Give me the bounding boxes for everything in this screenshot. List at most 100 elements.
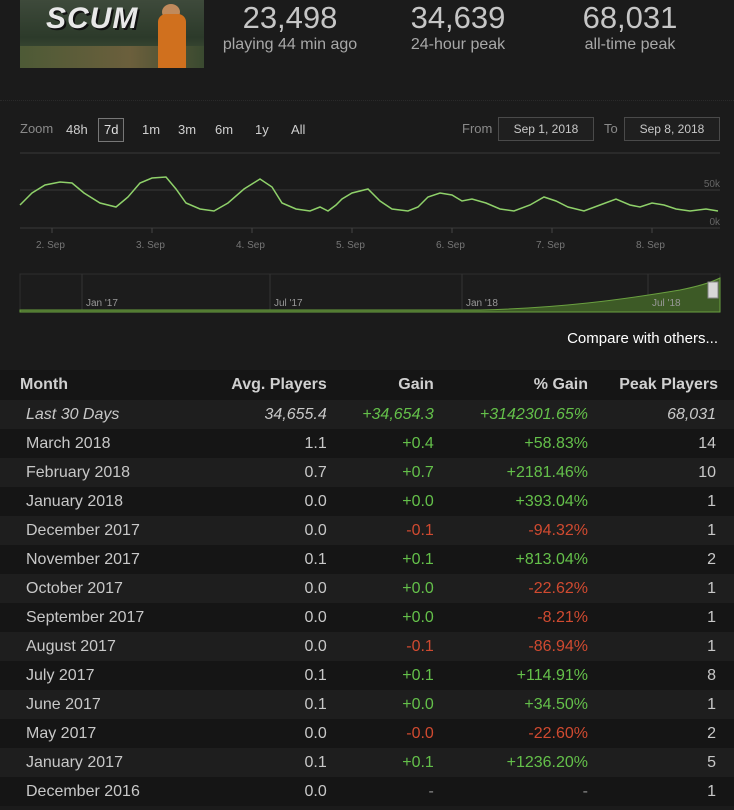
table-row: October 2017 0.0 +0.0 -22.62% 1 bbox=[0, 574, 734, 603]
table-row: January 2017 0.1 +0.1 +1236.20% 5 bbox=[0, 748, 734, 777]
month-cell: December 2017 bbox=[26, 521, 140, 539]
pct-gain-cell: -8.21% bbox=[537, 608, 588, 626]
gain-cell: -0.1 bbox=[406, 521, 434, 539]
table-row: June 2017 0.1 +0.0 +34.50% 1 bbox=[0, 690, 734, 719]
month-cell: January 2017 bbox=[26, 753, 123, 771]
x-tick-label: 7. Sep bbox=[536, 240, 565, 251]
navigator-tick: Jul '17 bbox=[274, 298, 303, 309]
peak-players-cell: 1 bbox=[707, 521, 716, 539]
stat-24h-peak-label: 24-hour peak bbox=[410, 36, 506, 53]
x-tick-label: 5. Sep bbox=[336, 240, 365, 251]
table-row: November 2017 0.1 +0.1 +813.04% 2 bbox=[0, 545, 734, 574]
col-month[interactable]: Month bbox=[20, 376, 68, 393]
table-row: January 2018 0.0 +0.0 +393.04% 1 bbox=[0, 487, 734, 516]
pct-gain-cell: +3142301.65% bbox=[479, 405, 588, 423]
zoom-7d-button[interactable]: 7d bbox=[98, 118, 125, 142]
gain-cell: -0.1 bbox=[406, 637, 434, 655]
avg-players-cell: 0.1 bbox=[304, 753, 327, 771]
avg-players-cell: 0.1 bbox=[304, 695, 327, 713]
month-cell: May 2017 bbox=[26, 724, 97, 742]
col-pct-gain[interactable]: % Gain bbox=[533, 376, 588, 393]
col-avg-players[interactable]: Avg. Players bbox=[231, 376, 327, 393]
to-date-input[interactable]: Sep 8, 2018 bbox=[624, 117, 720, 141]
gain-cell: +0.1 bbox=[402, 550, 434, 568]
zoom-6m-button[interactable]: 6m bbox=[215, 122, 234, 137]
table-row: May 2017 0.0 -0.0 -22.60% 2 bbox=[0, 719, 734, 748]
table-row: July 2017 0.1 +0.1 +114.91% 8 bbox=[0, 661, 734, 690]
col-gain[interactable]: Gain bbox=[398, 376, 434, 393]
navigator-handle[interactable] bbox=[707, 281, 719, 299]
table-row: September 2017 0.0 +0.0 -8.21% 1 bbox=[0, 603, 734, 632]
pct-gain-cell: +393.04% bbox=[515, 492, 588, 510]
compare-with-others-link[interactable]: Compare with others... bbox=[567, 330, 718, 347]
navigator-tick: Jan '18 bbox=[466, 298, 498, 309]
month-cell: June 2017 bbox=[26, 695, 101, 713]
avg-players-cell: 0.0 bbox=[304, 637, 327, 655]
gain-cell: +0.4 bbox=[402, 434, 434, 452]
pct-gain-cell: +813.04% bbox=[515, 550, 588, 568]
pct-gain-cell: +114.91% bbox=[516, 666, 588, 684]
peak-players-cell: 2 bbox=[707, 724, 716, 742]
stat-all-time-peak: 68,031 all-time peak bbox=[556, 0, 704, 54]
zoom-all-button[interactable]: All bbox=[291, 122, 306, 137]
x-tick-label: 3. Sep bbox=[136, 240, 165, 251]
peak-players-cell: 5 bbox=[707, 753, 716, 771]
peak-players-cell: 1 bbox=[707, 782, 716, 800]
month-cell: January 2018 bbox=[26, 492, 123, 510]
navigator-area bbox=[19, 277, 721, 313]
gain-cell: +0.7 bbox=[402, 463, 434, 481]
stat-current-label: playing 44 min ago bbox=[222, 36, 358, 53]
table-row: Last 30 Days 34,655.4 +34,654.3 +3142301.65… bbox=[0, 400, 734, 429]
zoom-1y-button[interactable]: 1y bbox=[255, 122, 269, 137]
pct-gain-cell: +2181.46% bbox=[506, 463, 588, 481]
player-series-line bbox=[19, 176, 719, 212]
avg-players-cell: 0.0 bbox=[304, 782, 327, 800]
avg-players-cell: 0.0 bbox=[304, 724, 327, 742]
from-date-input[interactable]: Sep 1, 2018 bbox=[498, 117, 594, 141]
logo-text: SCUM bbox=[46, 2, 139, 35]
zoom-1m-button[interactable]: 1m bbox=[142, 122, 161, 137]
gain-cell: - bbox=[428, 782, 434, 800]
table-row: December 2016 0.0 - - 1 bbox=[0, 777, 734, 806]
avg-players-cell: 0.1 bbox=[304, 666, 327, 684]
month-cell: September 2017 bbox=[26, 608, 145, 626]
stat-all-time-peak-label: all-time peak bbox=[584, 36, 676, 53]
logo-figure bbox=[158, 14, 186, 68]
header: SCUM 23,498 playing 44 min ago 34,639 24… bbox=[0, 0, 734, 82]
avg-players-cell: 0.0 bbox=[304, 521, 327, 539]
table-header-row: Month Avg. Players Gain % Gain Peak Play… bbox=[0, 370, 734, 400]
table-row: August 2017 0.0 -0.1 -86.94% 1 bbox=[0, 632, 734, 661]
zoom-label: Zoom bbox=[20, 121, 54, 136]
col-peak-players[interactable]: Peak Players bbox=[619, 376, 718, 393]
peak-players-cell: 2 bbox=[707, 550, 716, 568]
x-tick-label: 2. Sep bbox=[36, 240, 65, 251]
pct-gain-cell: +58.83% bbox=[524, 434, 588, 452]
pct-gain-cell: +34.50% bbox=[524, 695, 588, 713]
peak-players-cell: 1 bbox=[707, 695, 716, 713]
zoom-3m-button[interactable]: 3m bbox=[178, 122, 197, 137]
pct-gain-cell: - bbox=[582, 782, 588, 800]
y-tick-50k: 50k bbox=[704, 179, 721, 190]
stat-current: 23,498 playing 44 min ago bbox=[216, 0, 364, 54]
gain-cell: -0.0 bbox=[406, 724, 434, 742]
player-count-chart[interactable]: 50k 0k 2. Sep 3. Sep 4. Sep 5. Sep 6. Sep 7. … bbox=[0, 145, 734, 255]
chart-navigator[interactable]: Jan '17 Jul '17 Jan '18 Jul '18 bbox=[0, 270, 734, 315]
to-label: To bbox=[604, 121, 618, 136]
game-logo[interactable]: SCUM bbox=[20, 0, 204, 68]
x-tick-label: 8. Sep bbox=[636, 240, 665, 251]
table-row: December 2017 0.0 -0.1 -94.32% 1 bbox=[0, 516, 734, 545]
table-row: March 2018 1.1 +0.4 +58.83% 14 bbox=[0, 429, 734, 458]
stat-all-time-peak-value: 68,031 bbox=[582, 0, 678, 35]
month-cell: Last 30 Days bbox=[26, 405, 120, 423]
month-cell: July 2017 bbox=[26, 666, 95, 684]
avg-players-cell: 0.1 bbox=[304, 550, 327, 568]
from-label: From bbox=[462, 121, 493, 136]
month-cell: October 2017 bbox=[26, 579, 123, 597]
x-tick-label: 6. Sep bbox=[436, 240, 465, 251]
x-tick-label: 4. Sep bbox=[236, 240, 265, 251]
month-cell: November 2017 bbox=[26, 550, 140, 568]
zoom-48h-button[interactable]: 48h bbox=[66, 122, 88, 137]
stat-current-value: 23,498 bbox=[242, 0, 338, 35]
stat-24h-peak: 34,639 24-hour peak bbox=[384, 0, 532, 54]
gain-cell: +0.0 bbox=[402, 695, 434, 713]
